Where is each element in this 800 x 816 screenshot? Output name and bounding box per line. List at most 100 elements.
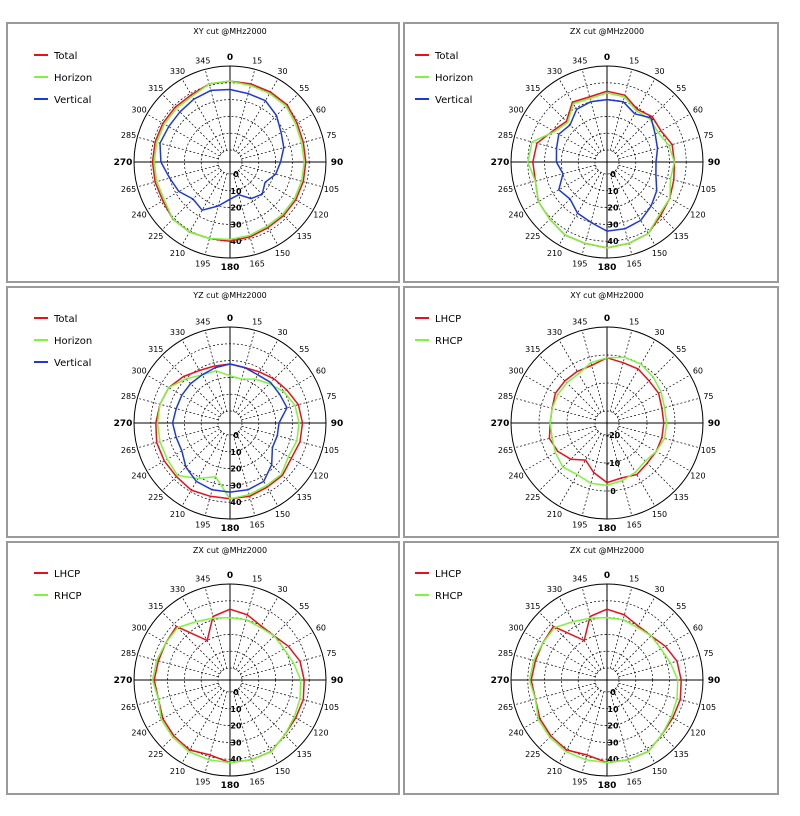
angle-tick-label: 300: [131, 106, 146, 115]
grid-spoke: [240, 428, 314, 472]
angle-tick-label: 90: [708, 419, 721, 429]
grid-spoke: [581, 173, 605, 255]
grid-spoke: [241, 164, 323, 188]
grid-spoke: [137, 425, 219, 449]
angle-tick-label: 315: [525, 602, 540, 611]
legend-label: LHCP: [435, 314, 461, 325]
angle-tick-label: 195: [195, 520, 210, 529]
grid-spoke: [235, 78, 279, 152]
angle-tick-label: 135: [297, 493, 312, 502]
angle-tick-label: 15: [252, 318, 262, 327]
grid-spoke: [146, 631, 220, 675]
angle-tick-label: 0: [604, 571, 610, 581]
grid-spoke: [514, 136, 596, 160]
legend-label: Total: [53, 314, 77, 325]
angle-tick-label: 265: [498, 446, 513, 455]
radial-tick-label: 20: [230, 722, 242, 731]
angle-tick-label: 120: [690, 472, 705, 481]
grid-spoke: [146, 113, 220, 157]
grid-spoke: [146, 428, 220, 472]
angle-tick-label: 105: [701, 185, 716, 194]
angle-tick-label: 330: [547, 585, 562, 594]
radial-tick-label: 30: [230, 738, 242, 747]
grid-spoke: [137, 682, 219, 706]
grid-spoke: [181, 78, 225, 152]
grid-spoke: [609, 330, 633, 412]
angle-tick-label: 105: [324, 185, 339, 194]
radial-tick-label: 10: [607, 187, 619, 196]
angle-tick-label: 165: [250, 259, 265, 268]
radial-tick-label: 10: [230, 705, 242, 714]
grid-spoke: [161, 688, 222, 749]
grid-spoke: [615, 688, 676, 749]
angle-tick-label: 0: [227, 571, 233, 581]
series-line: [153, 80, 305, 241]
angle-tick-label: 15: [252, 575, 262, 584]
grid-spoke: [581, 330, 605, 412]
angle-tick-label: 210: [170, 767, 185, 776]
angle-tick-label: 240: [508, 729, 523, 738]
angle-tick-label: 55: [299, 345, 309, 354]
grid-spoke: [161, 170, 222, 231]
angle-tick-label: 270: [114, 419, 133, 429]
angle-tick-label: 15: [629, 57, 639, 66]
angle-tick-label: 265: [121, 446, 136, 455]
grid-spoke: [241, 682, 323, 706]
radial-tick-label: 10: [230, 448, 242, 457]
grid-spoke: [238, 688, 299, 749]
angle-tick-label: 180: [221, 781, 240, 791]
angle-tick-label: 150: [652, 510, 667, 519]
angle-tick-label: 165: [627, 520, 642, 529]
angle-tick-label: 240: [131, 211, 146, 220]
angle-tick-label: 75: [326, 131, 336, 140]
series-line: [555, 98, 659, 232]
grid-spoke: [609, 69, 633, 151]
radial-tick-label: 30: [230, 220, 242, 229]
series-line: [156, 370, 300, 500]
grid-spoke: [612, 78, 656, 152]
radial-tick-label: 40: [230, 498, 242, 507]
radial-tick-label: 0: [610, 688, 616, 697]
grid-spoke: [204, 69, 228, 151]
angle-tick-label: 300: [131, 624, 146, 633]
radial-tick-label: 40: [607, 237, 619, 246]
angle-tick-label: 180: [221, 524, 240, 534]
angle-tick-label: 60: [316, 106, 326, 115]
grid-spoke: [609, 587, 633, 669]
angle-tick-label: 315: [148, 602, 163, 611]
angle-tick-label: 285: [121, 392, 136, 401]
angle-tick-label: 180: [598, 263, 617, 273]
legend-label: LHCP: [435, 569, 461, 580]
grid-spoke: [581, 434, 605, 516]
angle-tick-label: 55: [676, 84, 686, 93]
angle-tick-label: 330: [170, 585, 185, 594]
angle-tick-label: 195: [195, 259, 210, 268]
radial-tick-label: 0: [610, 170, 616, 179]
angle-tick-label: 150: [275, 510, 290, 519]
angle-tick-label: 120: [313, 729, 328, 738]
angle-tick-label: 345: [195, 57, 210, 66]
grid-spoke: [615, 354, 676, 415]
angle-tick-label: 345: [572, 318, 587, 327]
chart-panel-xy-total: XY cut @MHz2000 0 15 30 55 60 75 90 105 120 135 150…: [6, 22, 400, 283]
radial-tick-label: -20: [606, 431, 621, 440]
angle-tick-label: 225: [148, 232, 163, 241]
grid-spoke: [240, 167, 314, 211]
angle-tick-label: 30: [277, 585, 287, 594]
angle-tick-label: 150: [275, 767, 290, 776]
angle-tick-label: 135: [674, 750, 689, 759]
angle-tick-label: 15: [629, 575, 639, 584]
radial-tick-label: 0: [233, 170, 239, 179]
grid-spoke: [615, 431, 676, 492]
angle-tick-label: 60: [316, 624, 326, 633]
chart-title: ZX cut @MHz2000: [570, 27, 644, 36]
angle-tick-label: 180: [221, 263, 240, 273]
angle-tick-label: 195: [572, 259, 587, 268]
grid-spoke: [181, 172, 225, 246]
angle-tick-label: 285: [121, 131, 136, 140]
angle-tick-label: 300: [131, 367, 146, 376]
grid-spoke: [514, 682, 596, 706]
angle-tick-label: 150: [275, 249, 290, 258]
angle-tick-label: 90: [331, 158, 344, 168]
legend-label: RHCP: [435, 336, 462, 347]
